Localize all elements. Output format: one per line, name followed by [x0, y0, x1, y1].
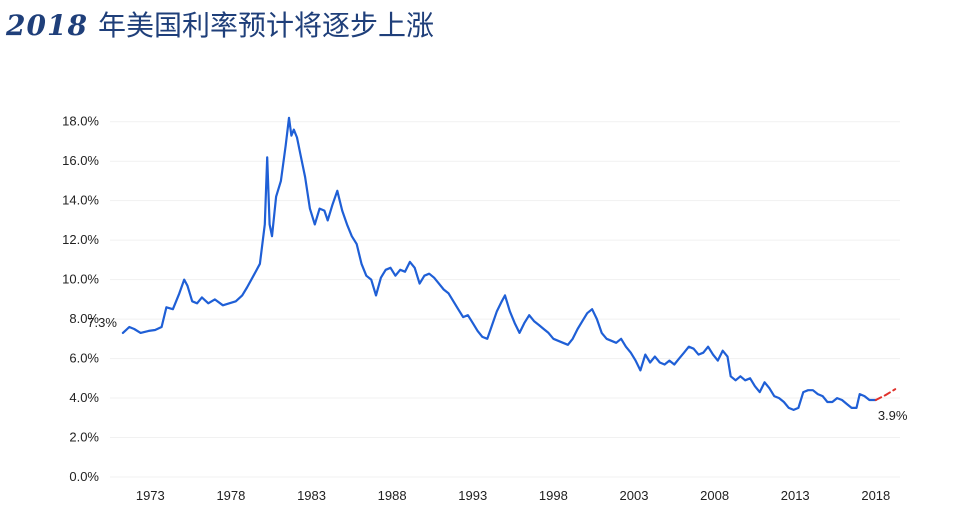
y-tick-label: 0.0% — [69, 469, 99, 484]
y-tick-label: 16.0% — [62, 153, 99, 168]
y-tick-label: 12.0% — [62, 232, 99, 247]
y-axis-ticks: 0.0% 2.0% 4.0% 6.0% 8.0% 10.0% 12.0% 14.0% 16.0%… — [62, 114, 99, 484]
title-year: 2018 — [6, 9, 88, 42]
y-tick-label: 4.0% — [69, 390, 99, 405]
annotation-end-label: 3.9% — [878, 408, 908, 423]
y-tick-label: 8.0% — [69, 311, 99, 326]
x-tick-label: 2008 — [700, 488, 729, 503]
x-tick-label: 2013 — [781, 488, 810, 503]
x-tick-label: 1978 — [216, 488, 245, 503]
rate-line — [121, 116, 877, 411]
page-title: 2018 年美国利率预计将逐步上涨 — [6, 4, 434, 48]
x-tick-label: 1973 — [136, 488, 165, 503]
title-text: 年美国利率预计将逐步上涨 — [97, 9, 434, 42]
x-tick-label: 1988 — [378, 488, 407, 503]
x-tick-label: 1993 — [458, 488, 487, 503]
x-tick-label: 2018 — [861, 488, 890, 503]
x-tick-label: 1998 — [539, 488, 568, 503]
x-tick-label: 2003 — [620, 488, 649, 503]
projection-line — [874, 388, 897, 401]
gridlines — [110, 121, 900, 478]
x-tick-label: 1983 — [297, 488, 326, 503]
x-axis-ticks: 1973 1978 1983 1988 1993 1998 2003 2008 2013 2018 — [136, 488, 890, 503]
y-tick-label: 10.0% — [62, 272, 99, 287]
y-tick-label: 2.0% — [69, 430, 99, 445]
y-tick-label: 14.0% — [62, 193, 99, 208]
y-tick-label: 6.0% — [69, 351, 99, 366]
series-group — [121, 116, 897, 411]
y-tick-label: 18.0% — [62, 114, 99, 129]
annotation-start-label: 7.3% — [87, 315, 117, 330]
annotations: 7.3% 3.9% — [87, 315, 908, 423]
